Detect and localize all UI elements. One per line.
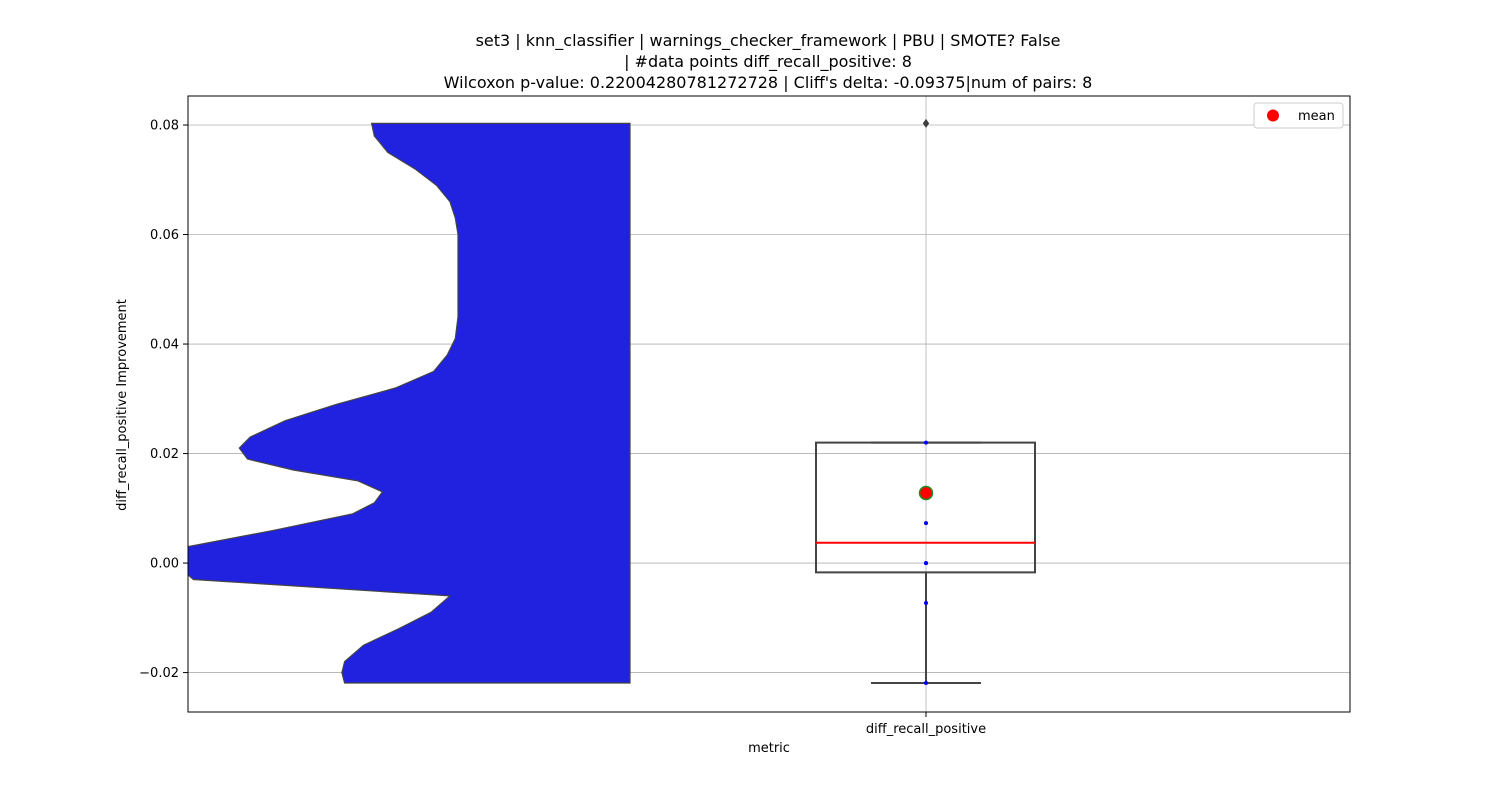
legend-mean-label: mean: [1298, 109, 1335, 124]
violin-body: [188, 122, 631, 684]
y-tick-label: −0.02: [139, 666, 179, 681]
legend-frame: [1253, 102, 1344, 129]
data-point: [924, 601, 928, 606]
legend: mean: [1253, 102, 1344, 129]
data-point: [924, 561, 928, 566]
outlier-marker: [922, 118, 930, 128]
chart-title: set3 | knn_classifier | warnings_checker…: [444, 31, 1093, 92]
y-tick-label: 0.08: [150, 119, 179, 134]
box-plot-group: [815, 118, 1036, 685]
x-axis-label: metric: [748, 741, 790, 756]
violin-group: [188, 122, 631, 684]
y-axis-label: diff_recall_positive Improvement: [115, 299, 130, 511]
title-line-3: Wilcoxon p-value: 0.22004280781272728 | …: [444, 73, 1093, 92]
y-tick-label: 0.02: [150, 447, 179, 462]
y-tick-label: 0.00: [150, 557, 179, 572]
y-axis-ticks: −0.02 0.00 0.02 0.04 0.06 0.08: [139, 119, 188, 681]
y-tick-label: 0.06: [150, 228, 179, 243]
title-line-1: set3 | knn_classifier | warnings_checker…: [476, 31, 1061, 51]
data-point: [924, 680, 928, 685]
plot-frame: [187, 95, 1351, 713]
x-tick-label: diff_recall_positive: [866, 722, 986, 737]
legend-mean-marker: [1267, 109, 1279, 122]
data-point: [924, 521, 928, 526]
title-line-2: | #data points diff_recall_positive: 8: [624, 52, 912, 72]
x-axis: diff_recall_positive metric: [748, 712, 986, 756]
data-point: [924, 440, 928, 445]
mean-marker: [918, 485, 934, 501]
y-tick-label: 0.04: [150, 338, 179, 353]
box-iqr: [815, 441, 1036, 574]
